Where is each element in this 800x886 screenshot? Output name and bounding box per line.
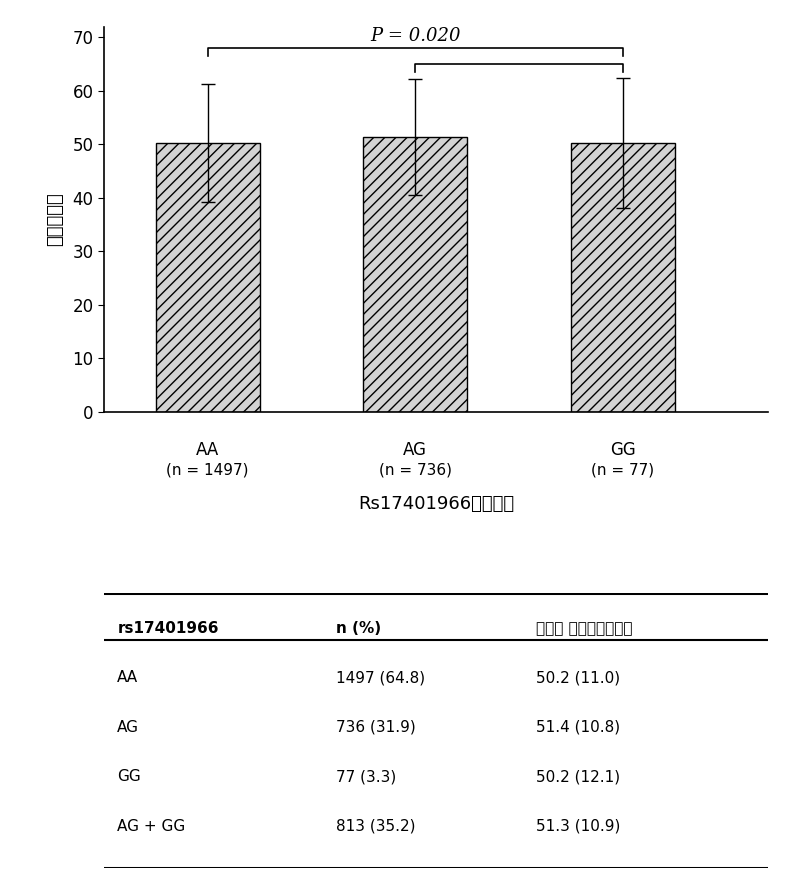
Text: (n = 1497): (n = 1497) xyxy=(166,462,249,478)
Text: GG: GG xyxy=(118,769,141,784)
Text: 51.3 (10.9): 51.3 (10.9) xyxy=(536,819,620,834)
Text: Rs17401966的基因型: Rs17401966的基因型 xyxy=(358,494,514,513)
Text: 736 (31.9): 736 (31.9) xyxy=(336,719,416,734)
Text: n (%): n (%) xyxy=(336,621,382,636)
Text: 813 (35.2): 813 (35.2) xyxy=(336,819,416,834)
Y-axis label: 年龄，均值: 年龄，均值 xyxy=(46,192,64,246)
Text: (n = 736): (n = 736) xyxy=(378,462,452,478)
Bar xyxy=(156,144,260,412)
Text: rs17401966: rs17401966 xyxy=(118,621,218,636)
Text: 1497 (64.8): 1497 (64.8) xyxy=(336,670,426,685)
Text: 50.2 (12.1): 50.2 (12.1) xyxy=(536,769,620,784)
Text: AG + GG: AG + GG xyxy=(118,819,186,834)
Text: 50.2 (11.0): 50.2 (11.0) xyxy=(536,670,620,685)
Text: AG: AG xyxy=(403,441,427,459)
Text: 年龄， 均值（标准差）: 年龄， 均值（标准差） xyxy=(536,621,632,636)
Bar xyxy=(571,144,674,412)
Text: 77 (3.3): 77 (3.3) xyxy=(336,769,397,784)
Text: 51.4 (10.8): 51.4 (10.8) xyxy=(536,719,620,734)
Text: GG: GG xyxy=(610,441,636,459)
Text: AG: AG xyxy=(118,719,139,734)
Text: (n = 77): (n = 77) xyxy=(591,462,654,478)
Bar xyxy=(363,136,467,412)
Text: AA: AA xyxy=(196,441,219,459)
Text: AA: AA xyxy=(118,670,138,685)
Text: P = 0.020: P = 0.020 xyxy=(370,27,461,45)
